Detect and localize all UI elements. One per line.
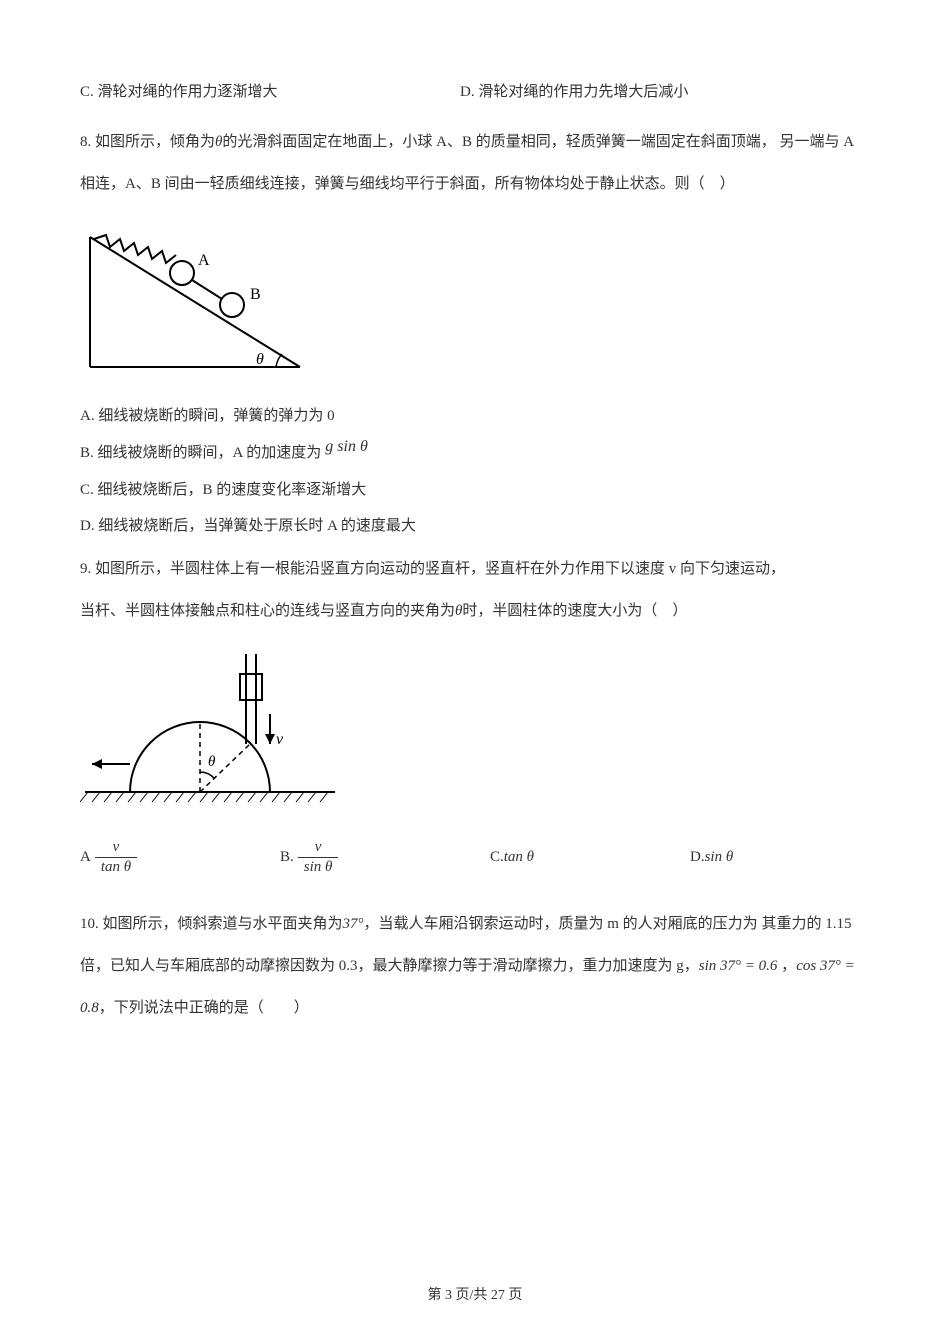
q9-stem2: 当杆、半圆柱体接触点和柱心的连线与竖直方向的夹角为 <box>80 603 455 619</box>
q9-options: A v tan θ B. v sin θ C. tan θ D. sin θ <box>80 835 870 875</box>
page-footer: 第 3 页/共 27 页 <box>0 1284 950 1304</box>
q10-stem1: 10. 如图所示，倾斜索道与水平面夹角为 <box>80 916 343 932</box>
q9-diagram: θ v <box>80 644 870 819</box>
q8-option-d: D. 细线被烧断后，当弹簧处于原长时 A 的速度最大 <box>80 508 870 544</box>
q8-stem: 8. 如图所示，倾角为θ的光滑斜面固定在地面上，小球 A、B 的质量相同，轻质弹… <box>80 121 870 205</box>
q8-diagram: A B θ <box>80 217 870 382</box>
q8-stem-part1: 8. 如图所示，倾角为 <box>80 134 215 150</box>
q9-optc-label: C. <box>490 849 504 866</box>
q8-optb-expr: g sin θ <box>325 428 368 466</box>
q8-option-b: B. 细线被烧断的瞬间，A 的加速度为 g sin θ <box>80 434 368 472</box>
q8-option-c: C. 细线被烧断后，B 的速度变化率逐渐增大 <box>80 472 870 508</box>
q9-option-d: D. sin θ <box>690 849 870 866</box>
q10-stem2: ，当载人车厢沿钢索运动时，质量为 m 的人对厢底的压力为 <box>364 916 758 932</box>
q8-label-theta: θ <box>256 351 264 368</box>
q9-optb-num: v <box>309 839 328 857</box>
q10-sin: sin 37° = 0.6 <box>699 958 778 974</box>
q9-optb-den: sin θ <box>298 857 339 876</box>
q10-stem5: ，下列说法中正确的是（ ） <box>99 1000 309 1016</box>
q8-label-b: B <box>250 286 261 303</box>
q9-stem1: 9. 如图所示，半圆柱体上有一根能沿竖直方向运动的竖直杆，竖直杆在外力作用下以速… <box>80 561 785 577</box>
q9-opta-label: A <box>80 849 91 866</box>
q9-stem3: 时，半圆柱体的速度大小为（ ） <box>462 603 687 619</box>
q8-label-a: A <box>198 252 210 269</box>
q9-label-v: v <box>276 731 284 748</box>
q8-option-a: A. 细线被烧断的瞬间，弹簧的弹力为 0 <box>80 398 870 434</box>
q9-opta-den: tan θ <box>95 857 137 876</box>
q9-stem: 9. 如图所示，半圆柱体上有一根能沿竖直方向运动的竖直杆，竖直杆在外力作用下以速… <box>80 548 870 632</box>
q7-option-c: C. 滑轮对绳的作用力逐渐增大 <box>80 80 460 101</box>
q10-angle: 37° <box>343 916 364 932</box>
q9-opta-num: v <box>107 839 126 857</box>
q8-optb-pre: B. 细线被烧断的瞬间，A 的加速度为 <box>80 435 321 471</box>
q7-option-d: D. 滑轮对绳的作用力先增大后减小 <box>460 80 870 101</box>
q9-optc-expr: tan θ <box>504 849 534 866</box>
q8-stem-part2: 的光滑斜面固定在地面上，小球 A、B 的质量相同，轻质弹簧一端固定在斜面顶端， <box>222 134 775 150</box>
q7-options-cd: C. 滑轮对绳的作用力逐渐增大 D. 滑轮对绳的作用力先增大后减小 <box>80 80 870 101</box>
q10-stem: 10. 如图所示，倾斜索道与水平面夹角为37°，当载人车厢沿钢索运动时，质量为 … <box>80 903 870 1029</box>
semicylinder-diagram-svg: θ v <box>80 644 340 814</box>
q10-stem4: g， <box>676 958 699 974</box>
q9-label-theta: θ <box>208 754 216 770</box>
q9-optb-frac: v sin θ <box>298 839 339 875</box>
incline-diagram-svg: A B θ <box>80 217 310 377</box>
q9-option-a: A v tan θ <box>80 839 280 875</box>
q9-opta-frac: v tan θ <box>95 839 137 875</box>
q9-option-b: B. v sin θ <box>280 839 490 875</box>
q9-option-c: C. tan θ <box>490 849 690 866</box>
q9-optb-label: B. <box>280 849 294 866</box>
q9-optd-expr: sin θ <box>705 849 734 866</box>
q9-optd-label: D. <box>690 849 705 866</box>
